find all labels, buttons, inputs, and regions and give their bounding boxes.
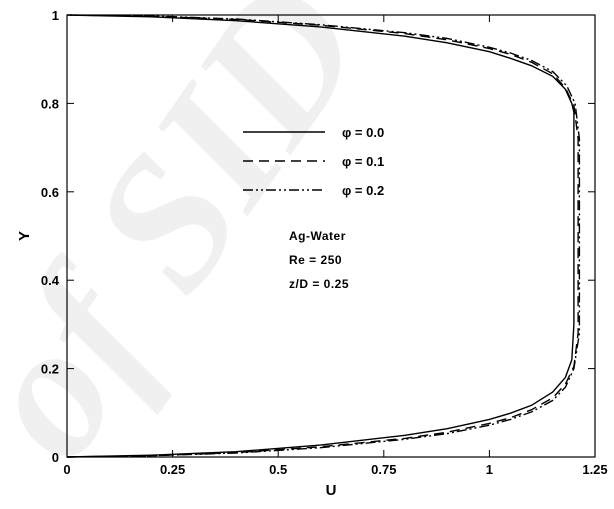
x-axis-title: U — [326, 482, 337, 499]
plot-area-frame — [66, 14, 596, 458]
y-tick-label: 0.8 — [41, 96, 59, 111]
series-line-2 — [66, 14, 581, 458]
ticks-layer: 0 0.25 0.5 0.75 1 1.25 0 0.2 0.4 0.6 0.8 1 — [41, 8, 608, 477]
annotation-line-2: z/D = 0.25 — [289, 277, 349, 291]
x-tick-label: 0 — [63, 462, 70, 477]
series-layer — [66, 14, 581, 458]
series-line-0 — [66, 14, 575, 458]
y-tick-label: 0.4 — [41, 273, 60, 288]
legend-label-2: φ = 0.2 — [342, 183, 384, 198]
watermark-text: of SID — [0, 0, 404, 494]
x-tick-label: 1 — [486, 462, 493, 477]
annotation-block: Ag-Water Re = 250 z/D = 0.25 — [289, 229, 349, 291]
legend: φ = 0.0 φ = 0.1 φ = 0.2 — [243, 125, 384, 198]
annotation-line-1: Re = 250 — [289, 253, 342, 267]
x-tick-label: 0.5 — [269, 462, 287, 477]
x-tick-label: 0.25 — [160, 462, 185, 477]
x-tick-label: 1.25 — [582, 462, 607, 477]
y-tick-label: 1 — [52, 8, 59, 23]
x-tick-label: 0.75 — [371, 462, 396, 477]
legend-label-0: φ = 0.0 — [342, 125, 384, 140]
legend-label-1: φ = 0.1 — [342, 154, 384, 169]
y-axis-title: Y — [16, 231, 33, 241]
watermark-layer: of SID — [0, 0, 404, 494]
series-line-1 — [66, 14, 579, 458]
y-tick-label: 0 — [52, 450, 59, 465]
annotation-line-0: Ag-Water — [289, 229, 346, 243]
y-tick-label: 0.2 — [41, 362, 59, 377]
y-tick-label: 0.6 — [41, 185, 59, 200]
